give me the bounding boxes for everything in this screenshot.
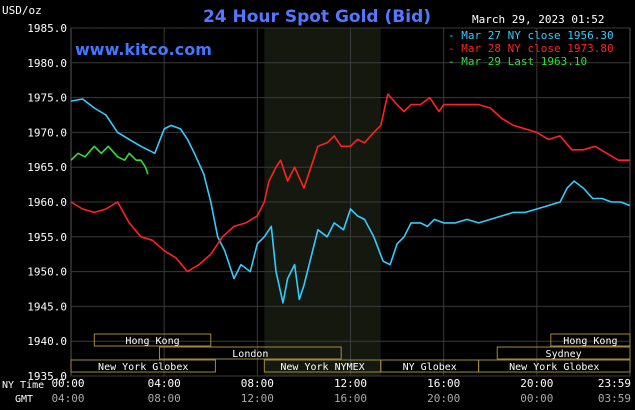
market-session-bars: Hong Kong London New York Globex New York N… <box>70 333 631 373</box>
y-tick-label: 1980.0 <box>27 57 67 70</box>
legend-entry-1: - Mar 28 NY close 1973.80 <box>448 42 614 55</box>
session-hong-kong-label: Hong Kong <box>125 336 179 347</box>
x-tick-label-gmt: 12:00 <box>241 392 274 405</box>
y-axis: 1985.0 1980.0 1975.0 1970.0 1965.0 1960.0 1955… <box>27 22 67 383</box>
x-tick-label-ny: 12:00 <box>334 377 367 390</box>
x-axis: 00:00 04:00 04:00 08:00 08:00 12:00 12:00 16:00… <box>51 377 631 405</box>
y-tick-label: 1950.0 <box>27 266 67 279</box>
legend-entry-0: - Mar 27 NY close 1956.30 <box>448 29 614 42</box>
x-tick-label-gmt: 00:00 <box>520 392 553 405</box>
x-tick-label-gmt: 04:00 <box>51 392 84 405</box>
y-tick-label: 1955.0 <box>27 231 67 244</box>
y-tick-label: 1945.0 <box>27 300 67 313</box>
session-new-york-globex-2-label: New York Globex <box>509 362 599 373</box>
ny-time-label: NY Time <box>2 380 44 391</box>
gmt-label: GMT <box>15 394 33 405</box>
session-new-york-globex: New York Globex <box>70 359 216 373</box>
series-lines <box>70 93 631 304</box>
y-tick-label: 1940.0 <box>27 335 67 348</box>
series-line-1 <box>70 93 630 273</box>
session-sydney-label: Sydney <box>546 349 582 360</box>
session-ny-globex-label: NY Globex <box>403 362 457 373</box>
session-new-york-nymex: New York NYMEX <box>263 359 382 373</box>
y-tick-label: 1975.0 <box>27 92 67 105</box>
x-tick-label-ny: 04:00 <box>148 377 181 390</box>
x-tick-label-gmt: 03:59 <box>598 392 631 405</box>
y-tick-label: 1935.0 <box>27 370 67 383</box>
gridlines <box>71 27 630 377</box>
session-london: London <box>159 346 342 360</box>
y-tick-label: 1970.0 <box>27 126 67 139</box>
session-hong-kong-2-label: Hong Kong <box>563 336 617 347</box>
session-new-york-globex-2: New York Globex <box>478 359 631 373</box>
session-sydney: Sydney <box>496 346 631 360</box>
series-line-2 <box>70 145 149 175</box>
y-tick-label: 1985.0 <box>27 22 67 35</box>
session-new-york-globex-label: New York Globex <box>98 362 188 373</box>
session-hong-kong: Hong Kong <box>93 333 212 347</box>
y-tick-label: 1965.0 <box>27 161 67 174</box>
y-unit-label: USD/oz <box>2 4 42 17</box>
x-tick-label-ny: 16:00 <box>427 377 460 390</box>
y-tick-label: 1960.0 <box>27 196 67 209</box>
legend-entry-2: - Mar 29 Last 1963.10 <box>448 55 587 68</box>
session-new-york-nymex-label: New York NYMEX <box>280 362 364 373</box>
timestamp: March 29, 2023 01:52 <box>472 13 604 26</box>
x-tick-label-gmt: 20:00 <box>427 392 460 405</box>
x-tick-label-gmt: 16:00 <box>334 392 367 405</box>
session-london-label: London <box>232 349 268 360</box>
x-tick-label-gmt: 08:00 <box>148 392 181 405</box>
watermark-text: www.kitco.com <box>75 40 212 59</box>
series-line-0 <box>70 98 631 304</box>
chart-title: 24 Hour Spot Gold (Bid) <box>203 7 431 27</box>
x-tick-label-ny: 23:59 <box>598 377 631 390</box>
session-hong-kong-2: Hong Kong <box>550 333 631 347</box>
legend: - Mar 27 NY close 1956.30- Mar 28 NY clo… <box>448 29 614 68</box>
x-tick-label-ny: 20:00 <box>520 377 553 390</box>
x-tick-label-ny: 00:00 <box>51 377 84 390</box>
x-tick-label-ny: 08:00 <box>241 377 274 390</box>
